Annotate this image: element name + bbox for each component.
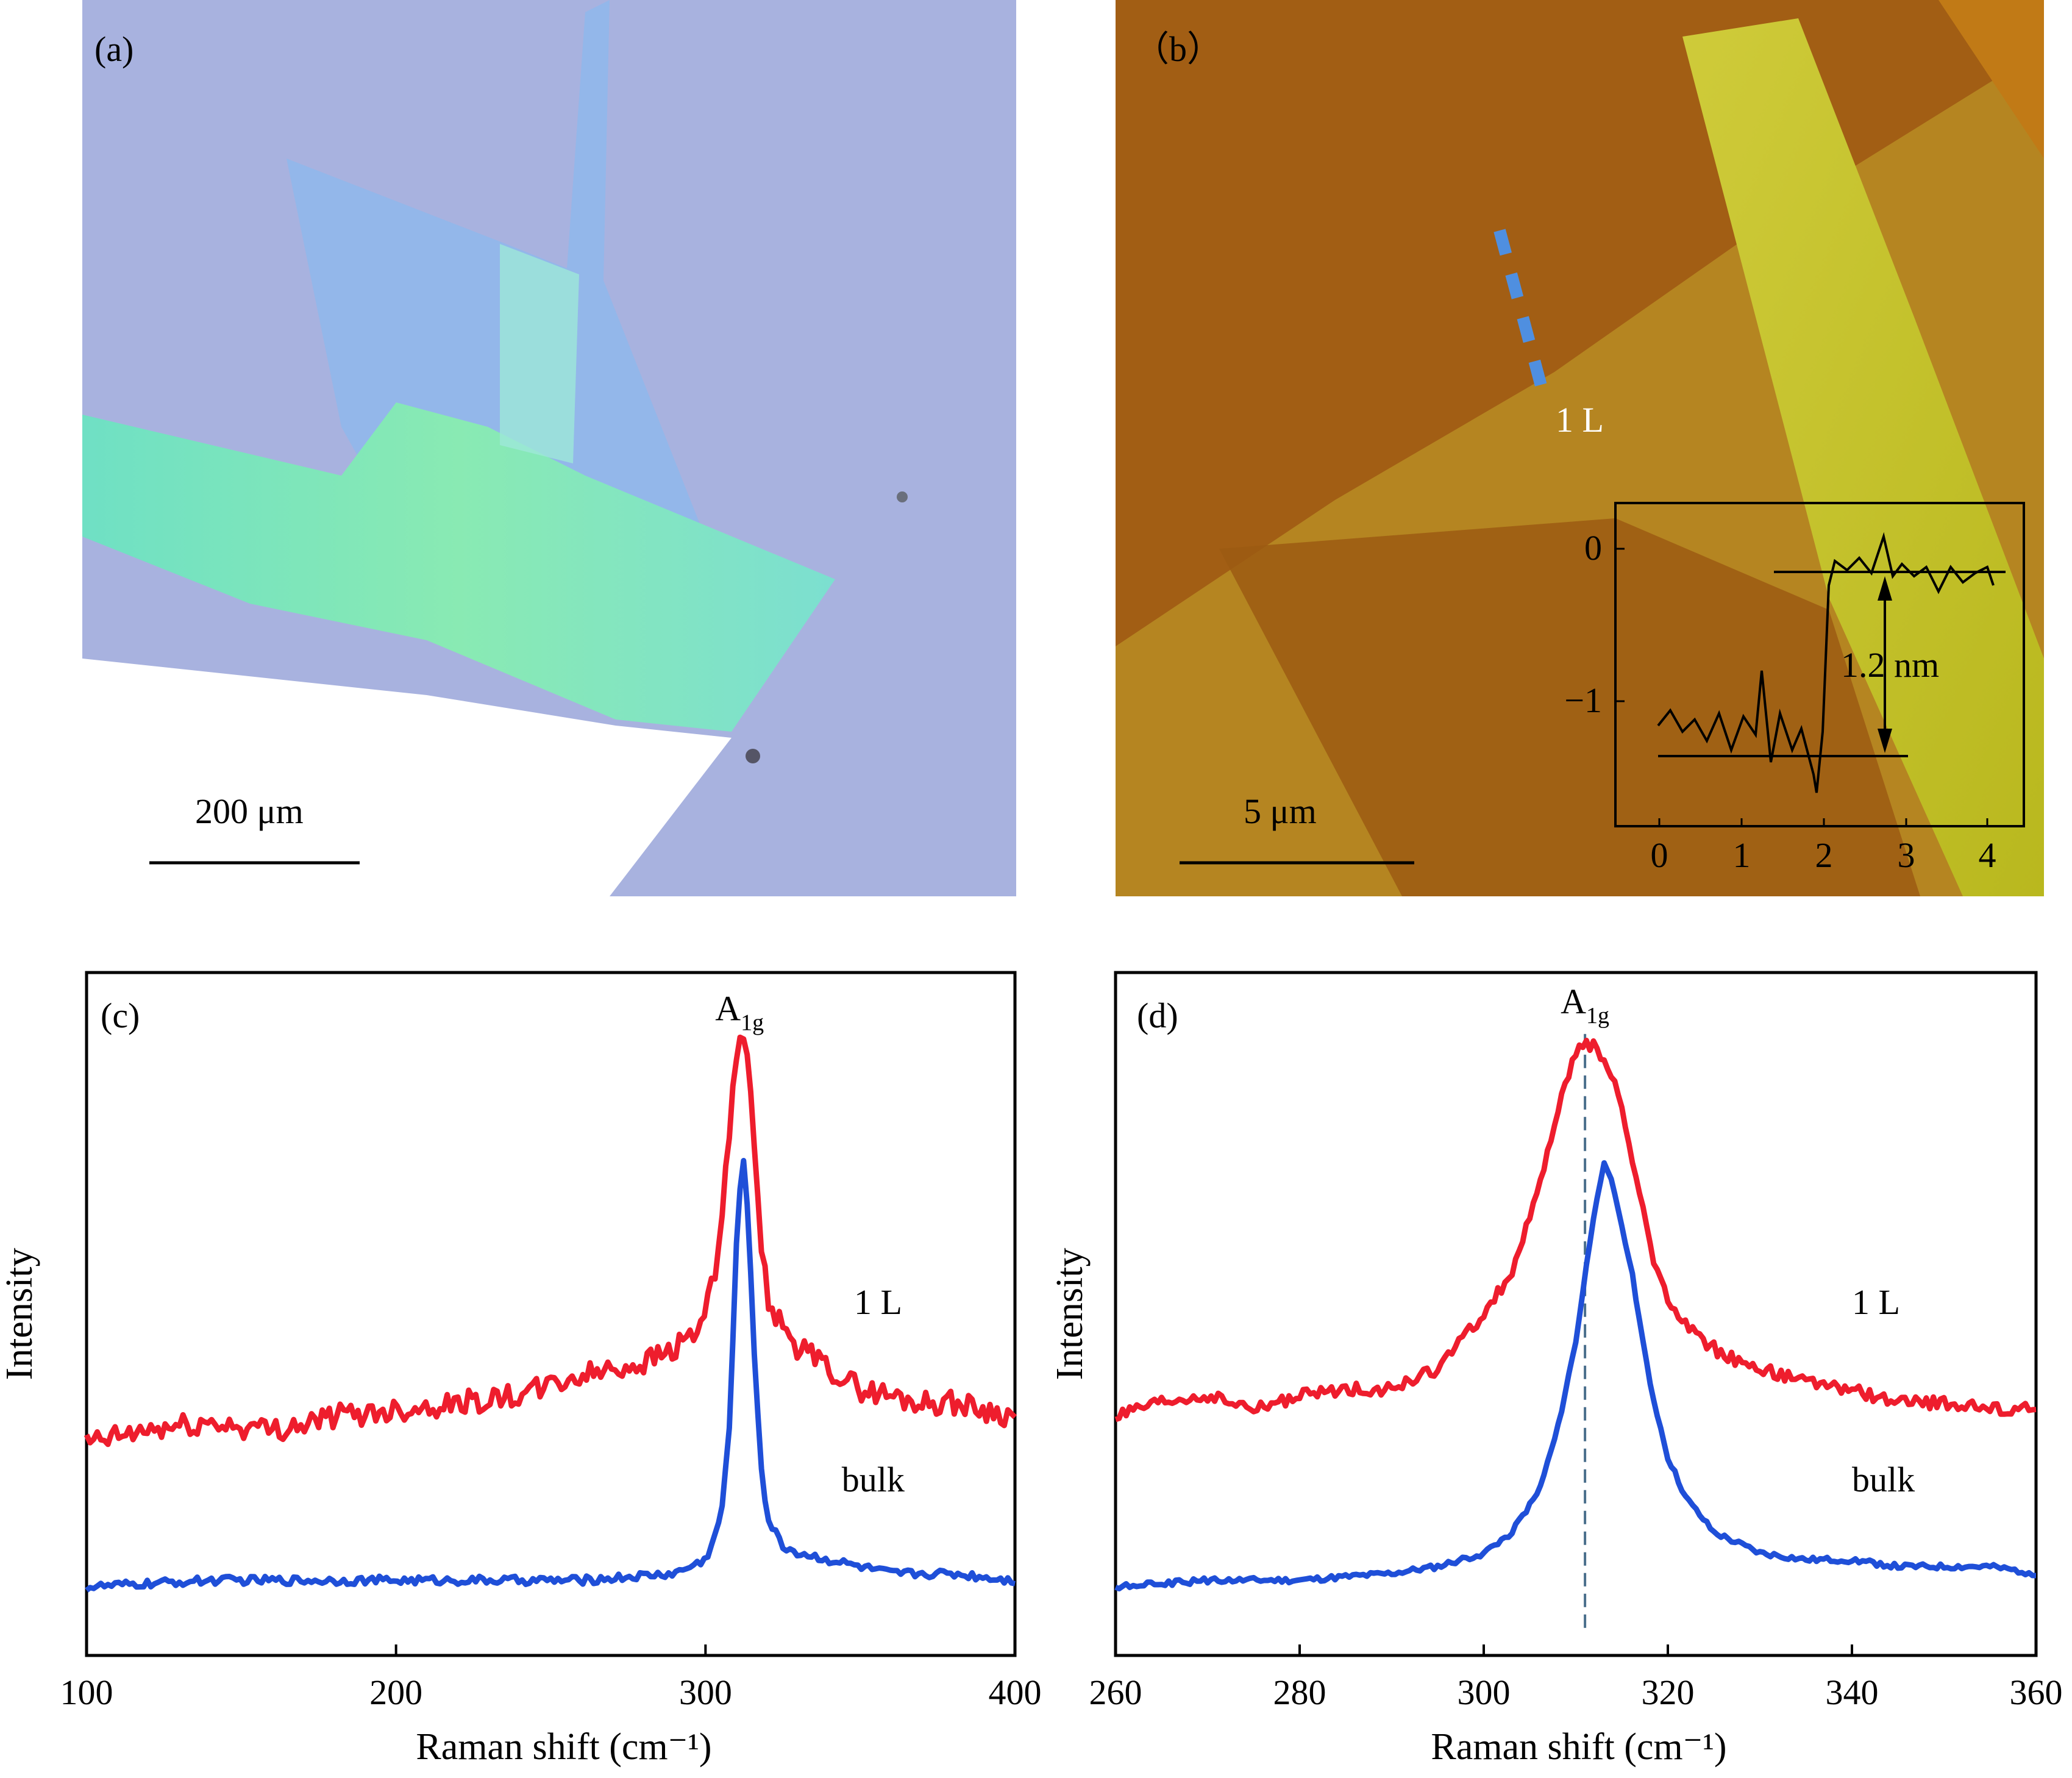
panel-c-xlabel: Raman shift (cm⁻¹) xyxy=(416,1726,711,1768)
panel-d-xlabel: Raman shift (cm⁻¹) xyxy=(1431,1726,1726,1768)
inset-xtick-label-3: 3 xyxy=(1898,835,1915,875)
series-label-1-l: 1 L xyxy=(1852,1282,1900,1322)
inset-arrow-down xyxy=(1878,729,1892,753)
inset-xtick-label-4: 4 xyxy=(1979,835,1996,875)
panel-a-green-flake xyxy=(82,402,835,732)
peak-label: A1g xyxy=(715,988,764,1035)
xtick-label: 300 xyxy=(1458,1673,1511,1712)
panel-d-axes-frame xyxy=(1114,971,2038,1657)
panel-a-optical-image: (a) 200 μm xyxy=(82,0,1016,896)
inset-frame xyxy=(1614,502,2025,827)
panel-a-label: (a) xyxy=(94,29,134,69)
xtick-label: 300 xyxy=(679,1673,732,1712)
series-label-1-l: 1 L xyxy=(854,1282,902,1322)
inset-xtick-label-2: 2 xyxy=(1815,835,1833,875)
xtick-label: 280 xyxy=(1273,1673,1326,1712)
panel-b-scalebar-label: 5 μm xyxy=(1244,791,1317,831)
xtick-label: 400 xyxy=(989,1673,1042,1712)
panel-b-label: （b） xyxy=(1134,29,1222,69)
panel-b-layer-label: 1 L xyxy=(1556,400,1604,440)
inset-arrow-up xyxy=(1878,576,1892,601)
panel-a-bare-region xyxy=(82,659,732,896)
series-line-1-l xyxy=(84,1034,1017,1448)
panel-c-ylabel: Intensity xyxy=(0,1248,40,1380)
panel-c-axes-frame xyxy=(85,971,1017,1657)
panel-b-stripe xyxy=(1682,18,2044,896)
series-line-bulk xyxy=(1114,1160,2037,1591)
panel-a-scalebar-label: 200 μm xyxy=(195,791,304,831)
series-line-bulk xyxy=(85,1158,1016,1593)
series-line-1-l xyxy=(1114,1037,2037,1423)
panel-d-raman-chart: (d) 260 280 300 320 340 360 1 L bulk A1g Raman … xyxy=(1049,971,2063,1768)
xtick-label: 260 xyxy=(1089,1673,1142,1712)
xtick-label: 340 xyxy=(1826,1673,1879,1712)
panel-c-series xyxy=(84,1034,1017,1593)
inset-ytick-label-1: −1 xyxy=(1564,680,1602,720)
panel-b-inset: 1.2 nm 0 −1 0 1 2 3 4 xyxy=(1564,502,2025,875)
inset-xtick-label-1: 1 xyxy=(1733,835,1751,875)
panel-d-annotations: 1 L bulk A1g xyxy=(1561,982,1915,1499)
inset-xtick-label-0: 0 xyxy=(1651,835,1668,875)
panel-b-corner xyxy=(1938,0,2044,159)
xtick-label: 200 xyxy=(369,1673,422,1712)
panel-c-label: (c) xyxy=(101,996,140,1035)
series-label-bulk: bulk xyxy=(1852,1460,1915,1499)
inset-step-label: 1.2 nm xyxy=(1841,645,1939,685)
panel-a-dot xyxy=(746,749,760,763)
xtick-label: 360 xyxy=(2010,1673,2063,1712)
panel-a-green-strip xyxy=(500,244,579,463)
peak-label: A1g xyxy=(1561,982,1609,1029)
panel-c-xticks: 100 200 300 400 xyxy=(60,1644,1042,1712)
xtick-label: 100 xyxy=(60,1673,113,1712)
inset-profile xyxy=(1657,532,1995,793)
panel-d-label: (d) xyxy=(1137,996,1178,1035)
panel-d-xticks: 260 280 300 320 340 360 xyxy=(1089,1644,2063,1712)
panel-b-afm-image: 1 L （b） 5 μm 1.2 nm 0 −1 0 1 2 3 4 xyxy=(1116,0,2044,896)
panel-b-line-marker xyxy=(1493,229,1548,392)
xtick-label: 320 xyxy=(1642,1673,1695,1712)
panel-a-dot-2 xyxy=(897,491,908,502)
inset-ytick-label-0: 0 xyxy=(1584,528,1602,568)
panel-c-raman-chart: (c) 100 200 300 400 1 L bulk A1g Raman shift … xyxy=(0,971,1042,1768)
panel-c-annotations: 1 L bulk A1g xyxy=(715,988,905,1499)
panel-d-ylabel: Intensity xyxy=(1049,1248,1091,1380)
panel-d-series xyxy=(1114,1037,2037,1591)
series-label-bulk: bulk xyxy=(842,1460,905,1499)
panel-b-terrace-dark xyxy=(1219,518,1920,896)
